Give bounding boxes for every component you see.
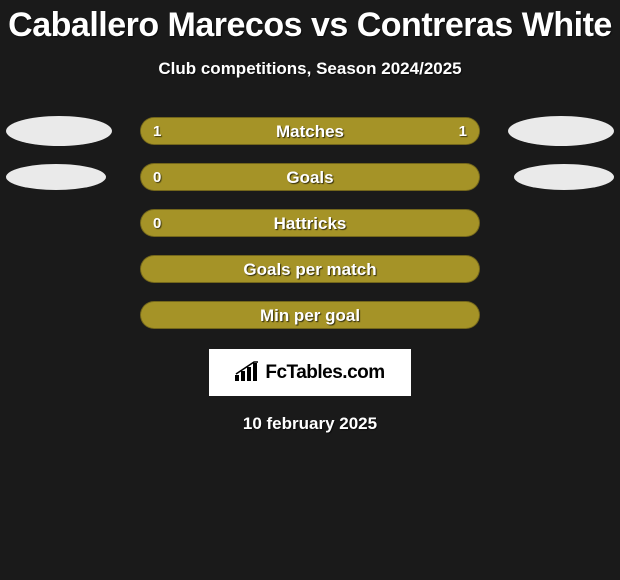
stat-value-left: 0 [153,164,161,190]
stat-value-left: 0 [153,210,161,236]
stat-bar: Goals per match [140,255,480,283]
stat-row: 0Goals [0,163,620,191]
stat-label: Goals per match [141,256,479,282]
stat-row: 0Hattricks [0,209,620,237]
stat-value-right: 1 [459,118,467,144]
stat-value-left: 1 [153,118,161,144]
stat-row: Goals per match [0,255,620,283]
stat-label: Hattricks [141,210,479,236]
date-label: 10 february 2025 [0,414,620,434]
stat-bar: 11Matches [140,117,480,145]
player-right-oval [514,164,614,190]
stat-row: Min per goal [0,301,620,329]
comparison-card: Caballero Marecos vs Contreras White Clu… [0,0,620,580]
site-logo: FcTables.com [209,349,410,396]
logo-text: FcTables.com [265,362,384,383]
stat-label: Min per goal [141,302,479,328]
stat-bar: Min per goal [140,301,480,329]
player-left-oval [6,116,112,146]
stat-bar: 0Goals [140,163,480,191]
stat-bar-right-fill [310,118,479,144]
player-right-oval [508,116,614,146]
stat-bar: 0Hattricks [140,209,480,237]
stat-row: 11Matches [0,117,620,145]
bar-chart-icon [235,361,259,381]
stat-bar-left-fill [141,118,310,144]
subtitle: Club competitions, Season 2024/2025 [0,59,620,79]
page-title: Caballero Marecos vs Contreras White [0,0,620,45]
player-left-oval [6,164,106,190]
stat-rows: 11Matches0Goals0HattricksGoals per match… [0,117,620,329]
stat-label: Goals [141,164,479,190]
